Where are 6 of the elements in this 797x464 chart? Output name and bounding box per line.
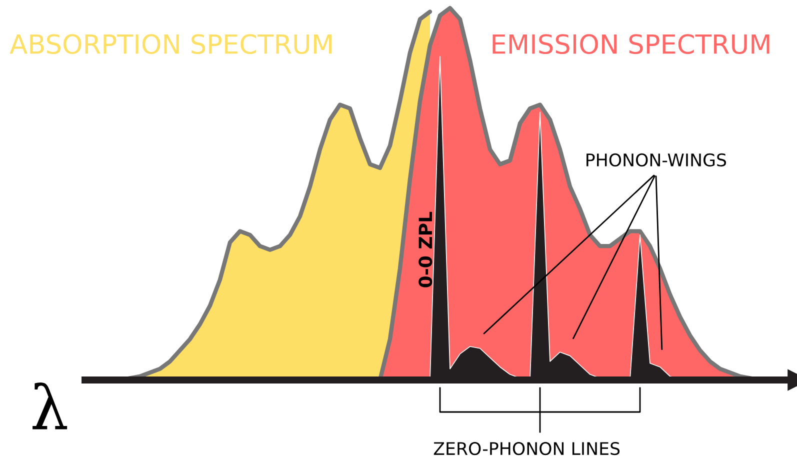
annotation: 0-0 ZPL — [418, 212, 432, 288]
text: ZERO-PHONON LINES — [434, 442, 620, 456]
series-label: ABSORPTION SPECTRUM — [10, 34, 332, 54]
series-label: EMISSION SPECTRUM — [492, 34, 770, 54]
x-axis-title: λ — [32, 382, 68, 430]
annotation: PHONON-WINGS — [586, 153, 726, 167]
